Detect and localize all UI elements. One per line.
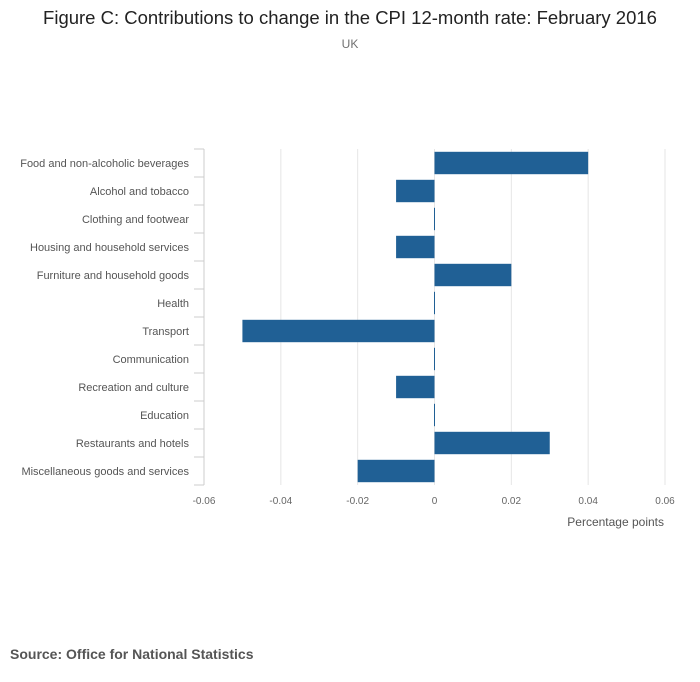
category-label: Housing and household services xyxy=(30,242,189,254)
category-label: Furniture and household goods xyxy=(37,270,190,282)
category-label: Clothing and footwear xyxy=(82,214,189,226)
x-tick-label: 0.06 xyxy=(655,496,675,507)
category-label: Alcohol and tobacco xyxy=(90,186,189,198)
bar xyxy=(396,179,435,203)
x-tick-label: 0 xyxy=(432,496,438,507)
bar xyxy=(242,319,435,343)
chart-subtitle: UK xyxy=(341,37,359,51)
bar xyxy=(434,347,435,371)
bar xyxy=(396,375,435,399)
category-label: Food and non-alcoholic beverages xyxy=(20,158,189,170)
bar xyxy=(434,263,512,287)
bar xyxy=(434,291,435,315)
x-axis-title: Percentage points xyxy=(567,515,664,529)
x-tick-label: -0.02 xyxy=(346,496,369,507)
bars xyxy=(242,151,589,483)
bar xyxy=(434,151,589,175)
x-tick-label: 0.02 xyxy=(502,496,522,507)
x-tick-label: -0.04 xyxy=(269,496,292,507)
y-axis xyxy=(194,148,205,486)
category-label: Miscellaneous goods and services xyxy=(21,466,189,478)
bar-chart: Food and non-alcoholic beverages Alcohol … xyxy=(20,148,676,529)
gridlines xyxy=(280,149,666,485)
bar xyxy=(434,431,550,455)
bar xyxy=(396,235,435,259)
category-label: Restaurants and hotels xyxy=(76,438,190,450)
bar xyxy=(434,403,435,427)
x-tick-labels: -0.06 -0.04 -0.02 0 0.02 0.04 0.06 xyxy=(193,496,676,507)
source-note: Source: Office for National Statistics xyxy=(10,646,254,662)
category-label: Communication xyxy=(113,354,189,366)
category-labels: Food and non-alcoholic beverages Alcohol … xyxy=(20,158,189,478)
bar xyxy=(434,207,435,231)
category-label: Health xyxy=(157,298,189,310)
bar xyxy=(357,459,435,483)
chart-title: Figure C: Contributions to change in the… xyxy=(43,7,657,28)
category-label: Recreation and culture xyxy=(78,382,189,394)
category-label: Education xyxy=(140,410,189,422)
category-label: Transport xyxy=(142,326,189,338)
x-tick-label: -0.06 xyxy=(193,496,216,507)
x-tick-label: 0.04 xyxy=(578,496,598,507)
